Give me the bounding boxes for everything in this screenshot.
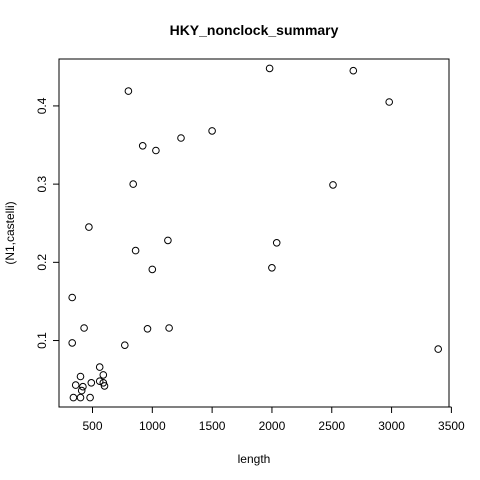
data-point (148, 265, 157, 274)
y-tick-label: 0.3 (35, 175, 49, 192)
x-tick-label: 3000 (378, 419, 405, 433)
data-point (87, 379, 96, 387)
data-point (85, 223, 93, 231)
data-point (165, 324, 173, 332)
data-point (86, 393, 94, 402)
data-point (69, 393, 78, 402)
data-point (138, 142, 147, 150)
data-point (152, 146, 160, 155)
data-point (177, 134, 185, 142)
data-point (76, 393, 85, 402)
data-point (272, 239, 281, 247)
data-point (99, 371, 108, 379)
x-tick-label: 2000 (259, 419, 286, 433)
data-point (124, 87, 133, 95)
x-tick-label: 2500 (318, 419, 345, 433)
plot-frame (58, 58, 450, 408)
y-tick-label: 0.1 (35, 332, 49, 349)
data-point (385, 98, 394, 106)
points-layer (68, 64, 443, 402)
x-tick-label: 1000 (139, 419, 166, 433)
y-ticks: 0.1 0.2 0.3 0.4 (35, 97, 59, 349)
x-ticks: 500 1000 1500 2000 2500 3000 3500 (82, 407, 465, 433)
x-tick-label: 500 (82, 419, 102, 433)
data-point (434, 345, 443, 353)
data-point (129, 180, 137, 188)
data-point (265, 64, 274, 73)
data-point (164, 236, 172, 245)
data-point (77, 386, 86, 395)
data-point (68, 339, 76, 347)
x-tick-label: 1500 (199, 419, 226, 433)
y-tick-label: 0.2 (35, 254, 49, 271)
data-point (329, 181, 337, 189)
x-tick-label: 3500 (438, 419, 465, 433)
y-tick-label: 0.4 (35, 97, 49, 114)
data-point (143, 325, 152, 333)
data-point (71, 381, 80, 389)
x-axis-label: length (238, 452, 271, 466)
y-axis-label: (N1,castelli) (3, 201, 17, 264)
data-point (100, 382, 109, 390)
data-point (79, 382, 87, 391)
data-point (95, 363, 104, 371)
data-point (95, 377, 104, 386)
data-point (268, 264, 276, 272)
data-point (349, 66, 358, 75)
chart-title: HKY_nonclock_summary (170, 22, 339, 38)
data-point (121, 341, 129, 350)
data-point (80, 324, 88, 332)
data-point (76, 372, 85, 381)
data-point (68, 293, 76, 302)
data-point (131, 246, 140, 255)
data-point (208, 127, 216, 135)
